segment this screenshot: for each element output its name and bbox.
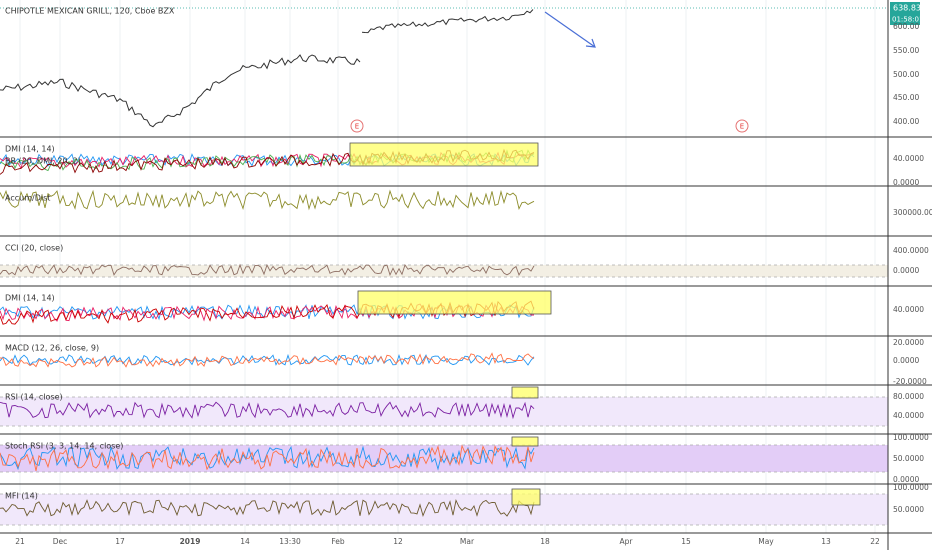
- y-tick-label: 400.00: [893, 117, 919, 126]
- highlight: [511, 386, 539, 399]
- chart-title: CHIPOTLE MEXICAN GRILL, 120, Cboe BZX: [5, 7, 175, 16]
- x-tick-label: Apr: [620, 537, 634, 546]
- x-tick-label: 13: [821, 537, 831, 546]
- x-tick-label: 2019: [180, 537, 201, 546]
- x-tick-label: Feb: [331, 537, 345, 546]
- y-tick-label: 80.0000: [893, 392, 924, 401]
- panel-label: CCI (20, close): [5, 244, 63, 253]
- timer-tag: 01:58:01: [892, 16, 923, 24]
- y-tick-label: 0.0000: [893, 356, 919, 365]
- panel-label: DMI (14, 14): [5, 294, 55, 303]
- y-tick-label: 100.0000: [893, 483, 929, 492]
- x-tick-label: May: [758, 537, 774, 546]
- indicator-line: [0, 444, 535, 471]
- y-tick-label: 20.0000: [893, 338, 924, 347]
- arrow-head: [585, 38, 596, 48]
- x-tick-label: Mar: [460, 537, 475, 546]
- panel-label: BB (20, DMI, 20, 2): [5, 157, 81, 166]
- x-tick-label: 13:30: [279, 537, 301, 546]
- y-tick-label: 40.0000: [893, 154, 924, 163]
- y-tick-label: 500.00: [893, 70, 919, 79]
- y-tick-label: 300000.0000: [893, 208, 932, 217]
- x-tick-label: Dec: [53, 537, 68, 546]
- highlight: [349, 142, 539, 167]
- indicator-line: [0, 189, 535, 211]
- indicator-line: [361, 9, 534, 34]
- y-tick-label: 40.0000: [893, 411, 924, 420]
- event-marker: [735, 119, 749, 133]
- x-tick-label: 14: [240, 537, 250, 546]
- arrow: [544, 11, 596, 48]
- indicator-line: [0, 445, 535, 471]
- y-tick-label: 50.0000: [893, 505, 924, 514]
- x-tick-label: 12: [393, 537, 403, 546]
- indicator-line: [0, 54, 361, 128]
- event-label: E: [740, 123, 744, 131]
- y-tick-label: 450.00: [893, 93, 919, 102]
- y-tick-label: -20.0000: [893, 377, 927, 386]
- panel-label: MACD (12, 26, close, 9): [5, 344, 99, 353]
- indicator-line: [0, 352, 535, 368]
- x-tick-label: 21: [15, 537, 25, 546]
- y-tick-label: 550.00: [893, 46, 919, 55]
- indicator-line: [0, 498, 535, 517]
- timer-bg: [890, 14, 920, 25]
- y-tick-label: 400.0000: [893, 246, 929, 255]
- panel-label: DMI (14, 14): [5, 145, 55, 154]
- event-label: E: [355, 123, 359, 131]
- x-tick-label: 15: [681, 537, 691, 546]
- highlight: [511, 436, 539, 447]
- panel-label: Accum/Dist: [5, 194, 50, 203]
- y-tick-label: 0.0000: [893, 178, 919, 187]
- panel-label: Stoch RSI (3, 3, 14, 14, close): [5, 442, 123, 451]
- indicator-line: [0, 263, 535, 277]
- y-tick-label: 600.00: [893, 22, 919, 31]
- price-tag: 638.83: [893, 4, 921, 13]
- band: [0, 494, 888, 525]
- texts: CHIPOTLE MEXICAN GRILL, 120, Cboe BZX 638…: [5, 4, 932, 547]
- y-tick-label: 0.0000: [893, 266, 919, 275]
- indicator-line: [0, 353, 535, 366]
- highlight: [357, 290, 552, 315]
- highlight: [511, 488, 541, 506]
- band: [0, 265, 888, 277]
- y-tick-label: 100.0000: [893, 433, 929, 442]
- y-tick-label: 40.0000: [893, 305, 924, 314]
- panel-label: RSI (14, close): [5, 393, 63, 402]
- band: [0, 397, 888, 426]
- event-marker: [350, 119, 364, 133]
- y-tick-label: 50.0000: [893, 454, 924, 463]
- x-tick-label: 17: [115, 537, 125, 546]
- y-tick-label: 0.0000: [893, 475, 919, 484]
- indicator-line: [0, 401, 535, 420]
- x-tick-label: 22: [870, 537, 880, 546]
- x-tick-label: 18: [540, 537, 550, 546]
- panel-label: MFI (14): [5, 492, 38, 501]
- price-tag-bg: [890, 2, 920, 14]
